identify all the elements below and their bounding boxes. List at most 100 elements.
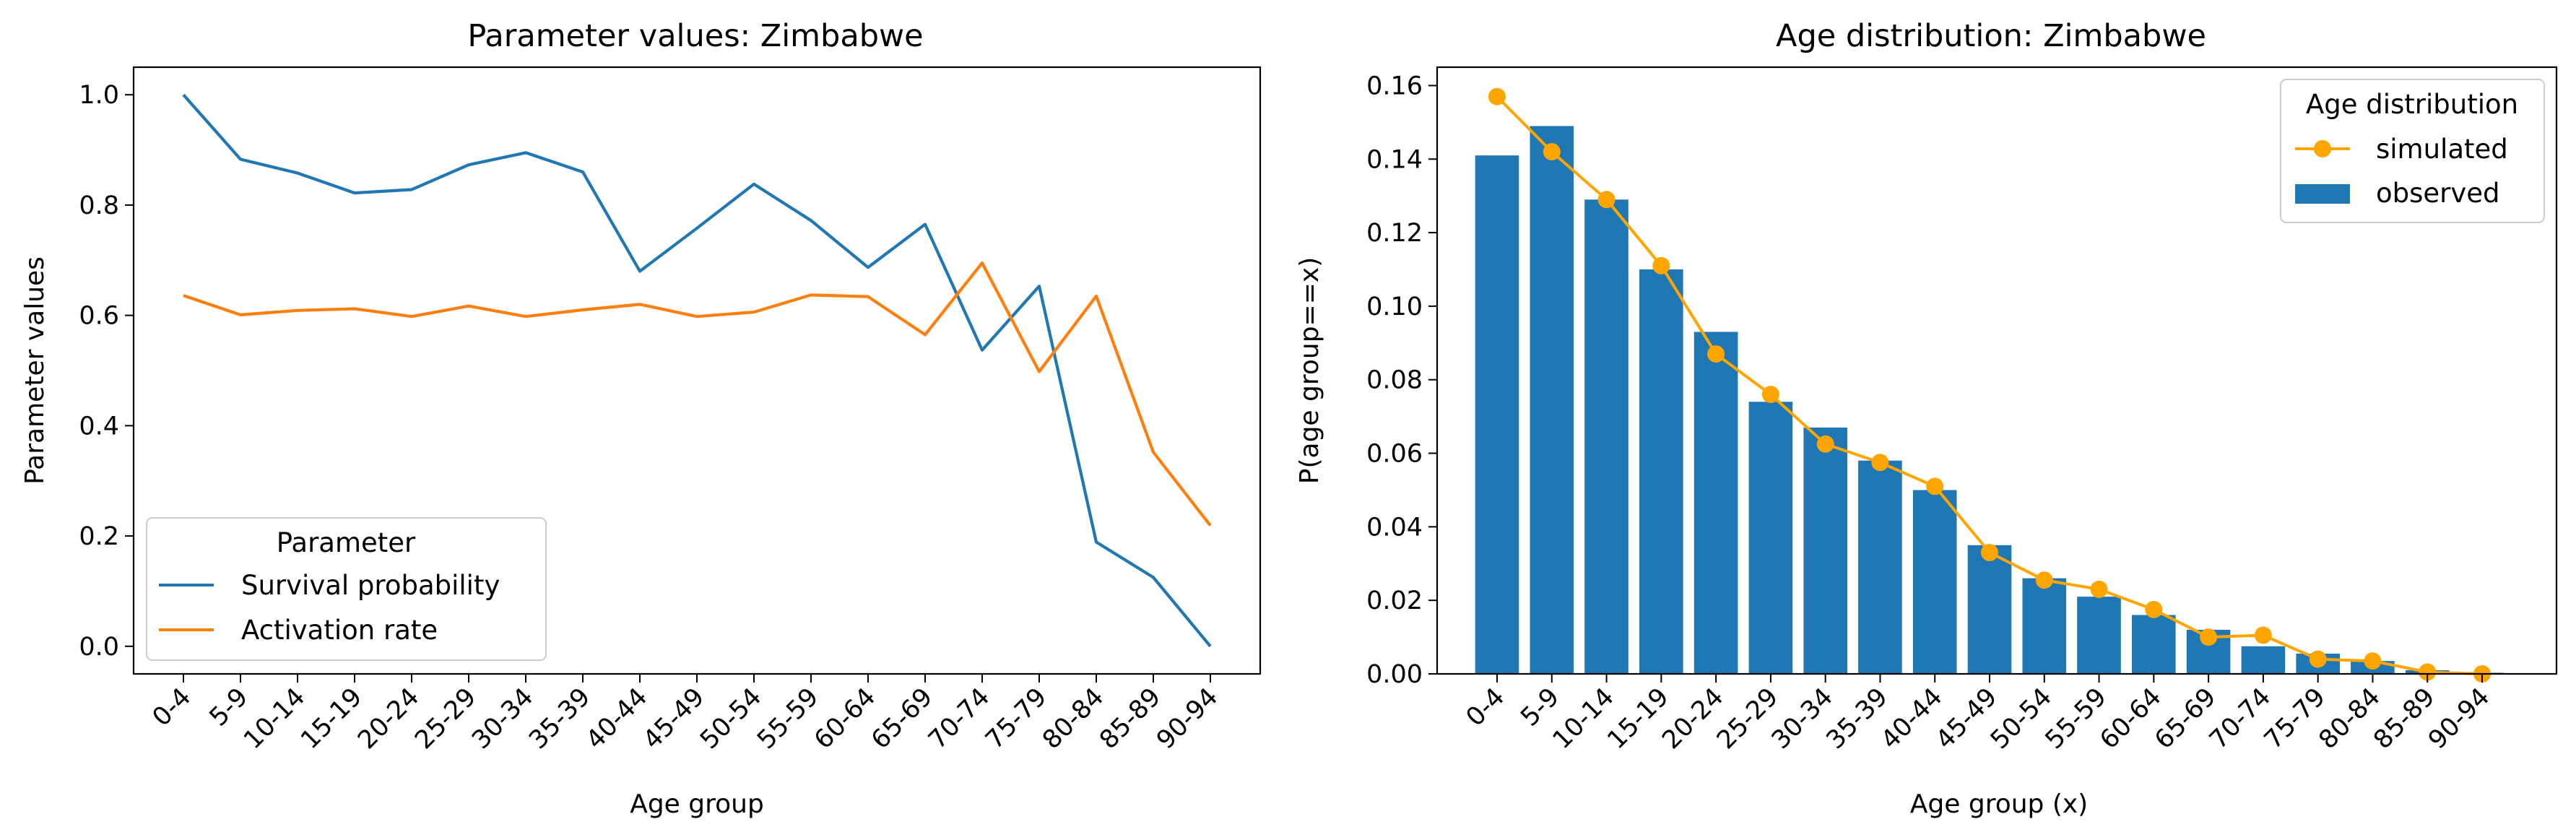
- y-tick-label: 0.14: [1366, 145, 1423, 174]
- point-simulated: [2145, 600, 2163, 618]
- bar-observed: [1912, 490, 1957, 674]
- x-tick-label: 50-54: [695, 683, 767, 755]
- point-simulated: [2200, 628, 2218, 646]
- bar-observed: [2241, 646, 2286, 674]
- y-tick-label: 0.2: [79, 522, 119, 551]
- legend-label-activation: Activation rate: [241, 615, 438, 646]
- y-tick-label: 1.0: [79, 81, 119, 110]
- x-tick-label: 90-94: [2423, 683, 2495, 755]
- bar-observed: [2022, 578, 2067, 674]
- y-tick-label: 0.04: [1366, 513, 1423, 542]
- y-tick-label: 0.08: [1366, 366, 1423, 395]
- age-distribution-chart: Age distribution: Zimbabwe 0.00 0.02 0.04 0…: [1295, 18, 2558, 819]
- x-tick-label: 5-9: [204, 683, 254, 732]
- point-simulated: [2254, 626, 2272, 644]
- point-simulated: [2035, 571, 2053, 589]
- x-tick-label: 15-19: [1602, 683, 1674, 755]
- y-tick-label: 0.16: [1366, 72, 1423, 100]
- x-tick-label: 70-74: [2204, 683, 2276, 755]
- x-axis-label: Age group: [630, 789, 764, 819]
- y-tick-label: 0.4: [79, 412, 119, 441]
- legend: Parameter Survival probability Activatio…: [146, 517, 547, 661]
- x-tick-label: 90-94: [1151, 683, 1223, 755]
- bar-observed: [1694, 332, 1738, 674]
- point-simulated: [1761, 386, 1779, 404]
- x-tick-label: 85-89: [2368, 683, 2440, 755]
- x-tick-label: 70-74: [923, 683, 995, 755]
- legend-title: Parameter: [277, 527, 416, 558]
- point-simulated: [1871, 454, 1889, 472]
- bar-observed: [1858, 460, 1902, 674]
- chart-title: Parameter values: Zimbabwe: [467, 18, 923, 54]
- y-axis-label: Parameter values: [20, 256, 50, 485]
- point-simulated: [2309, 650, 2327, 668]
- x-tick-label: 45-49: [1930, 683, 2003, 755]
- bar-observed: [1803, 427, 1847, 674]
- point-simulated: [2364, 652, 2382, 670]
- point-simulated: [1926, 477, 1944, 495]
- x-tick-label: 0-4: [147, 683, 197, 732]
- x-tick-label: 35-39: [524, 683, 596, 755]
- bar-observed: [1475, 155, 1519, 674]
- point-simulated: [1707, 345, 1725, 363]
- legend-swatch-observed: [2295, 184, 2350, 204]
- x-tick-label: 15-19: [295, 683, 368, 755]
- bar-observed: [1639, 269, 1683, 674]
- legend-label-survival: Survival probability: [241, 570, 500, 601]
- y-tick-label: 0.6: [79, 302, 119, 331]
- x-tick-label: 40-44: [581, 683, 653, 755]
- x-axis-label: Age group (x): [1910, 789, 2088, 819]
- y-tick-label: 0.02: [1366, 586, 1423, 615]
- x-tick-label: 80-84: [1037, 683, 1109, 755]
- x-tick-label: 10-14: [238, 683, 311, 755]
- point-simulated: [1981, 544, 1998, 561]
- y-tick-label: 0.00: [1366, 660, 1423, 689]
- point-simulated: [2090, 580, 2108, 598]
- x-tick-label: 20-24: [1657, 683, 1729, 755]
- x-tick-label: 75-79: [2259, 683, 2331, 755]
- y-axis-label: P(age group==x): [1295, 257, 1324, 485]
- x-tick-label: 85-89: [1094, 683, 1166, 755]
- x-tick-label: 30-34: [1766, 683, 1839, 755]
- point-simulated: [1652, 256, 1670, 274]
- bar-observed: [2077, 597, 2121, 674]
- x-tick-label: 65-69: [866, 683, 938, 755]
- axes-frame: [132, 66, 1262, 675]
- y-tick-label: 0.10: [1366, 293, 1423, 321]
- legend: Age distribution simulated observed: [2280, 79, 2545, 223]
- legend-label-observed: observed: [2376, 178, 2500, 209]
- x-tick-label: 25-29: [409, 683, 482, 755]
- legend-title: Age distribution: [2306, 89, 2518, 120]
- point-simulated: [1488, 87, 1506, 105]
- point-simulated: [2419, 663, 2437, 681]
- parameter-values-chart: Parameter values: Zimbabwe 0.0 0.2 0.4 0.6 0…: [20, 18, 1262, 819]
- x-tick-label: 55-59: [2040, 683, 2112, 755]
- bar-observed: [1584, 199, 1629, 674]
- x-tick-label: 50-54: [1985, 683, 2057, 755]
- x-tick-label: 20-24: [352, 683, 425, 755]
- x-tick-label: 25-29: [1712, 683, 1784, 755]
- x-tick-label: 0-4: [1461, 683, 1511, 732]
- x-tick-label: 10-14: [1548, 683, 1620, 755]
- legend-label-simulated: simulated: [2376, 134, 2508, 165]
- x-tick-label: 80-84: [2314, 683, 2386, 755]
- bar-observed: [1748, 402, 1793, 674]
- x-tick-label: 30-34: [467, 683, 539, 755]
- bar-observed: [1967, 545, 2012, 674]
- x-tick-label: 65-69: [2149, 683, 2221, 755]
- point-simulated: [1543, 143, 1561, 161]
- x-tick-label: 45-49: [638, 683, 710, 755]
- x-tick-label: 60-64: [2094, 683, 2167, 755]
- series-line-survival-probability: [182, 93, 1212, 648]
- axes-frame: [1436, 66, 2558, 675]
- bar-observed: [1530, 126, 1574, 674]
- x-tick-label: 75-79: [980, 683, 1052, 755]
- x-tick-label: 40-44: [1875, 683, 1948, 755]
- point-simulated: [1816, 435, 1834, 453]
- y-tick-label: 0.12: [1366, 219, 1423, 248]
- series-line-activation-rate: [183, 261, 1212, 527]
- x-tick-label: 35-39: [1821, 683, 1894, 755]
- y-tick-label: 0.8: [79, 191, 119, 220]
- bar-observed: [2132, 615, 2176, 674]
